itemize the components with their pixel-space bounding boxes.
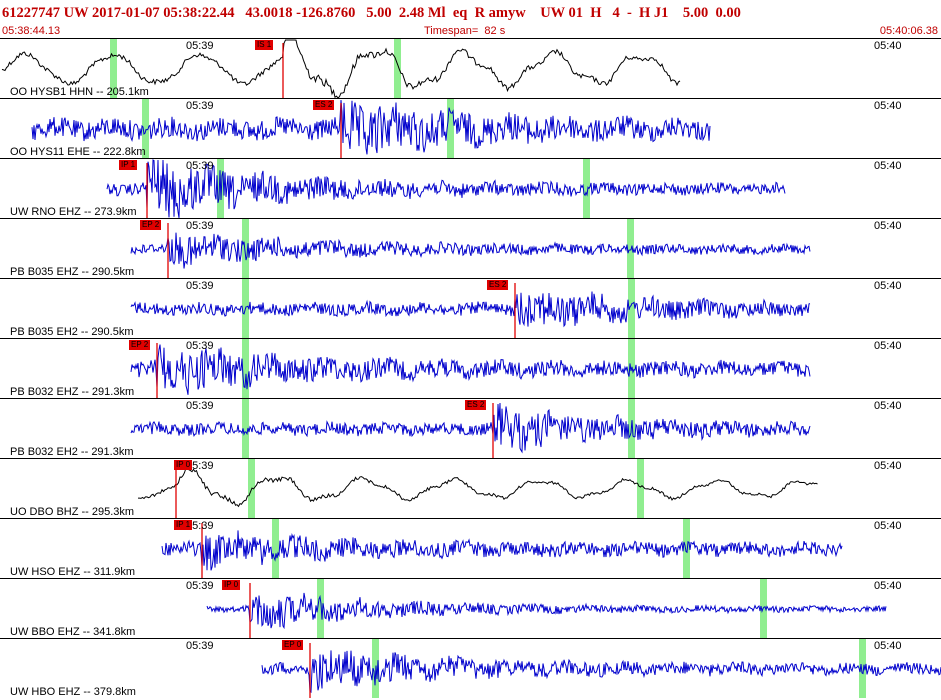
waveform-trace <box>106 159 786 218</box>
channel-trace[interactable]: 05:39 05:40 EP 2 PB B035 EHZ -- 290.5km <box>0 218 941 278</box>
waveform <box>130 339 811 398</box>
minute-tick-left: 05:39 <box>186 160 214 172</box>
minute-tick-left: 05:39 <box>186 340 214 352</box>
channel-trace[interactable]: 05:39 05:40 EP 0 UW HBO EHZ -- 379.8km <box>0 638 941 698</box>
waveform-trace <box>1 39 681 98</box>
waveform-trace <box>261 650 941 694</box>
channel-trace[interactable]: 05:39 05:40 IS 1 OO HYSB1 HHN -- 205.1km <box>0 38 941 98</box>
minute-tick-left: 05:39 <box>186 460 214 472</box>
minute-tick-left: 05:39 <box>186 400 214 412</box>
phase-pick-flag[interactable]: ES 2 <box>465 400 487 410</box>
phase-pick-flag[interactable]: IP 0 <box>174 460 193 470</box>
phase-pick-flag[interactable]: IS 1 <box>255 40 274 50</box>
event-summary-line: 61227747 UW 2017-01-07 05:38:22.44 43.00… <box>2 5 741 21</box>
waveform <box>106 159 786 218</box>
timing-mark <box>242 399 249 458</box>
waveform <box>261 639 941 698</box>
channel-trace[interactable]: 05:39 05:40 IP 1 UW RNO EHZ -- 273.9km <box>0 158 941 218</box>
timing-mark <box>637 459 644 518</box>
waveform-trace <box>130 344 811 395</box>
waveform-trace <box>31 99 711 155</box>
window-start-time: 05:38:44.13 <box>2 25 61 37</box>
phase-pick-flag[interactable]: IP 1 <box>119 160 138 170</box>
timing-mark <box>142 99 149 158</box>
minute-tick-right: 05:40 <box>874 40 902 52</box>
phase-pick-flag[interactable]: EP 0 <box>282 640 304 650</box>
window-end-time: 05:40:06.38 <box>879 25 938 37</box>
timing-mark <box>242 219 249 278</box>
minute-tick-right: 05:40 <box>874 400 902 412</box>
channel-label: OO HYS11 EHE -- 222.8km <box>10 146 146 158</box>
phase-pick-flag[interactable]: EP 2 <box>129 340 151 350</box>
minute-tick-right: 05:40 <box>874 340 902 352</box>
minute-tick-left: 05:39 <box>186 280 214 292</box>
minute-tick-right: 05:40 <box>874 100 902 112</box>
minute-tick-right: 05:40 <box>874 640 902 652</box>
waveform-trace <box>130 291 811 328</box>
waveform <box>138 459 818 518</box>
minute-tick-right: 05:40 <box>874 460 902 472</box>
channel-trace[interactable]: 05:39 05:40 EP 2 PB B032 EHZ -- 291.3km <box>0 338 941 398</box>
waveform <box>206 579 887 638</box>
channel-trace[interactable]: 05:39 05:40 ES 2 PB B032 EH2 -- 291.3km <box>0 398 941 458</box>
timing-mark <box>110 39 117 98</box>
minute-tick-right: 05:40 <box>874 580 902 592</box>
channel-label: PB B035 EHZ -- 290.5km <box>10 266 135 278</box>
waveform <box>130 399 811 458</box>
timing-mark <box>627 219 634 278</box>
minute-tick-right: 05:40 <box>874 220 902 232</box>
channel-label: UW HBO EHZ -- 379.8km <box>10 686 136 698</box>
minute-tick-left: 05:39 <box>186 580 214 592</box>
minute-tick-right: 05:40 <box>874 520 902 532</box>
phase-pick-flag[interactable]: ES 2 <box>487 280 509 290</box>
waveform <box>130 219 811 278</box>
channel-label: OO HYSB1 HHN -- 205.1km <box>10 86 149 98</box>
minute-tick-right: 05:40 <box>874 280 902 292</box>
channel-label: PB B032 EH2 -- 291.3km <box>10 446 134 458</box>
channel-trace[interactable]: 05:39 05:40 IP 0 UO DBO BHZ -- 295.3km <box>0 458 941 518</box>
minute-tick-right: 05:40 <box>874 160 902 172</box>
waveform-trace <box>161 530 843 571</box>
channel-label: UW BBO EHZ -- 341.8km <box>10 626 136 638</box>
phase-pick-flag[interactable]: IP 0 <box>222 580 241 590</box>
channel-trace[interactable]: 05:39 05:40 ES 2 OO HYS11 EHE -- 222.8km <box>0 98 941 158</box>
channel-label: UO DBO BHZ -- 295.3km <box>10 506 135 518</box>
timing-mark <box>317 579 324 638</box>
channel-trace[interactable]: 05:39 05:40 IP 1 UW HSO EHZ -- 311.9km <box>0 518 941 578</box>
timing-mark <box>583 159 590 218</box>
timespan-label: Timespan= 82 s <box>424 25 506 37</box>
channel-trace[interactable]: 05:39 05:40 ES 2 PB B035 EH2 -- 290.5km <box>0 278 941 338</box>
timing-mark <box>447 99 454 158</box>
waveform <box>31 99 711 158</box>
phase-pick-flag[interactable]: IP 1 <box>174 520 193 530</box>
minute-tick-left: 05:39 <box>186 520 214 532</box>
waveform <box>161 519 843 578</box>
channel-label: UW HSO EHZ -- 311.9km <box>10 566 136 578</box>
waveform <box>130 279 811 338</box>
timing-mark <box>683 519 690 578</box>
minute-tick-left: 05:39 <box>186 40 214 52</box>
timing-mark <box>272 519 279 578</box>
timing-mark <box>859 639 866 698</box>
waveform-trace <box>130 232 811 269</box>
phase-pick-flag[interactable]: ES 2 <box>313 100 335 110</box>
waveform <box>1 39 681 98</box>
minute-tick-left: 05:39 <box>186 220 214 232</box>
channel-label: UW RNO EHZ -- 273.9km <box>10 206 137 218</box>
seismogram-panel: 05:39 05:40 IS 1 OO HYSB1 HHN -- 205.1km… <box>0 38 941 700</box>
channel-label: PB B032 EHZ -- 291.3km <box>10 386 135 398</box>
waveform-trace <box>130 402 811 454</box>
timing-mark <box>628 279 635 338</box>
channel-trace[interactable]: 05:39 05:40 IP 0 UW BBO EHZ -- 341.8km <box>0 578 941 638</box>
waveform-trace <box>138 467 818 508</box>
timing-mark <box>242 339 249 398</box>
phase-pick-flag[interactable]: EP 2 <box>140 220 162 230</box>
minute-tick-left: 05:39 <box>186 640 214 652</box>
timing-mark <box>394 39 401 98</box>
minute-tick-left: 05:39 <box>186 100 214 112</box>
channel-label: PB B035 EH2 -- 290.5km <box>10 326 134 338</box>
waveform-trace <box>206 592 887 630</box>
